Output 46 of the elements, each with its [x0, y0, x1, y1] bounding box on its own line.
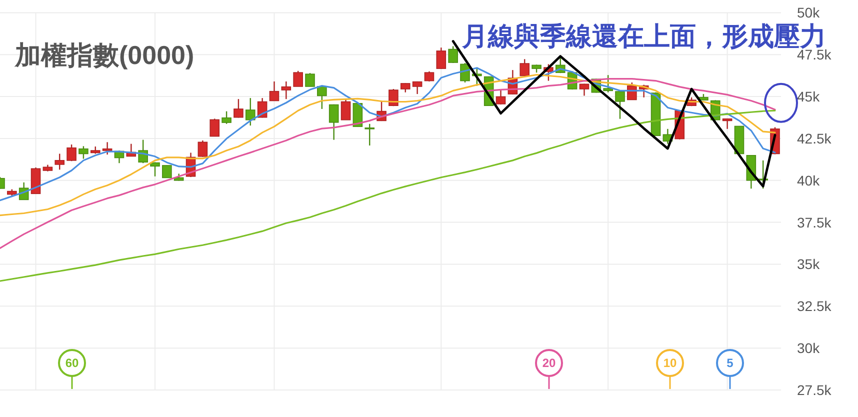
candlestick: [364, 123, 375, 146]
candlestick: [162, 164, 172, 178]
candlestick: [281, 80, 292, 100]
candlestick: [222, 110, 232, 124]
candlestick: [340, 98, 351, 121]
y-tick-label: 42.5k: [797, 130, 832, 146]
candlestick: [448, 46, 458, 64]
candlestick: [317, 86, 327, 110]
annotation: 月線與季線還在上面，形成壓力: [461, 21, 826, 51]
candlestick: [722, 118, 732, 130]
candlestick: [293, 70, 303, 88]
candlestick: [400, 82, 410, 93]
candlestick: [269, 80, 280, 102]
y-tick-label: 45k: [797, 88, 821, 105]
candlestick: [150, 162, 160, 177]
y-tick-label: 32.5k: [797, 298, 832, 314]
y-tick-label: 35k: [797, 256, 821, 272]
y-tick-label: 37.5k: [797, 214, 832, 230]
candlestick: [520, 58, 530, 77]
candlestick: [436, 46, 446, 70]
line-series: [0, 78, 776, 249]
text: 加權指數(0000): [14, 40, 194, 70]
candlestick: [328, 104, 339, 140]
candlestick: [54, 153, 65, 170]
candlestick: [198, 140, 208, 158]
line-series: [0, 110, 776, 282]
candlestick: [234, 98, 244, 118]
candlestick: [603, 74, 613, 93]
candlestick: [305, 72, 315, 88]
y-tick-label: 40k: [797, 172, 821, 188]
candlestick: [579, 83, 590, 96]
y-tick-label: 27.5k: [797, 382, 832, 398]
candlestick: [615, 90, 625, 120]
text: 5: [726, 356, 734, 370]
candlestick: [496, 88, 506, 106]
candlestick: [245, 97, 256, 126]
candlestick: [66, 144, 76, 162]
text: 10: [663, 356, 677, 370]
candlestick: [424, 70, 434, 82]
text: 20: [542, 356, 556, 370]
y-tick-label: 50k: [797, 4, 821, 21]
text: 60: [65, 356, 79, 370]
y-tick-label: 30k: [797, 340, 821, 356]
candlestick: [210, 118, 220, 137]
candlestick: [78, 146, 88, 160]
candlestick: [412, 80, 422, 95]
